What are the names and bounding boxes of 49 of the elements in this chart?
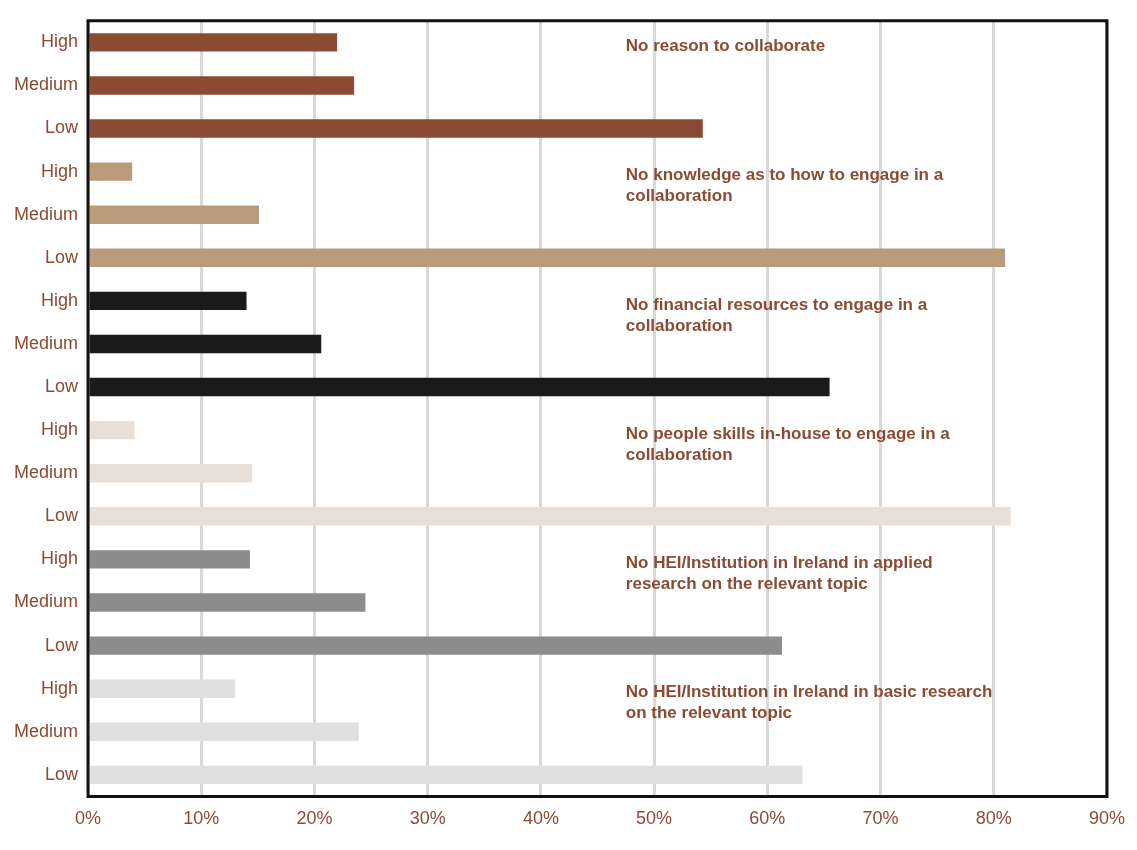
y-tick-label: Medium — [13, 720, 79, 741]
bar — [89, 119, 703, 138]
bar — [89, 377, 830, 397]
x-tick-label: 90% — [1088, 808, 1125, 829]
y-tick-label: High — [40, 31, 79, 52]
bar — [89, 33, 338, 52]
bar — [89, 420, 135, 440]
bar — [89, 334, 322, 354]
y-tick-label: High — [40, 289, 79, 310]
annotation: No reason to collaborate — [625, 36, 826, 56]
y-tick-label: Low — [44, 505, 80, 526]
x-tick-label: 50% — [636, 808, 673, 829]
x-tick-label: 40% — [522, 808, 559, 829]
y-tick-label: Low — [44, 117, 80, 138]
x-tick-label: 70% — [862, 808, 899, 829]
annotation: No HEI/Institution in Ireland in basic research on the relevant topic — [625, 682, 993, 723]
x-tick-label: 80% — [975, 808, 1012, 829]
annotation: No knowledge as to how to engage in a collaboration — [625, 165, 944, 206]
y-tick-label: Medium — [13, 203, 79, 224]
bar — [89, 464, 253, 483]
x-tick-label: 60% — [749, 808, 786, 829]
bar — [89, 550, 250, 569]
y-tick-label: Low — [44, 376, 80, 397]
y-tick-label: High — [40, 548, 79, 569]
bar — [89, 507, 1011, 526]
bar — [89, 248, 1006, 267]
x-tick-label: 30% — [409, 808, 446, 829]
annotation: No financial resources to engage in a collaboration — [625, 294, 928, 335]
y-tick-label: Medium — [13, 462, 79, 483]
y-tick-label: Low — [44, 634, 80, 655]
y-tick-label: Medium — [13, 591, 79, 612]
annotation: No people skills in-house to engage in a collaboration — [625, 423, 951, 464]
y-tick-label: Medium — [13, 332, 79, 353]
y-tick-label: Low — [44, 763, 80, 784]
x-tick-label: 0% — [75, 808, 102, 829]
annotation: No HEI/Institution in Ireland in applied research on the relevant topic — [625, 553, 933, 594]
x-tick-label: 10% — [183, 808, 220, 829]
y-tick-label: High — [40, 677, 79, 698]
y-tick-label: Low — [44, 246, 80, 267]
bar — [89, 636, 783, 655]
x-tick-label: 20% — [296, 808, 333, 829]
y-tick-label: Medium — [13, 74, 79, 95]
y-tick-label: High — [40, 419, 79, 440]
bar — [89, 593, 366, 612]
bar — [89, 76, 355, 95]
bar — [89, 205, 259, 224]
bar — [89, 291, 247, 311]
y-tick-label: High — [40, 160, 79, 181]
bar — [89, 162, 133, 181]
